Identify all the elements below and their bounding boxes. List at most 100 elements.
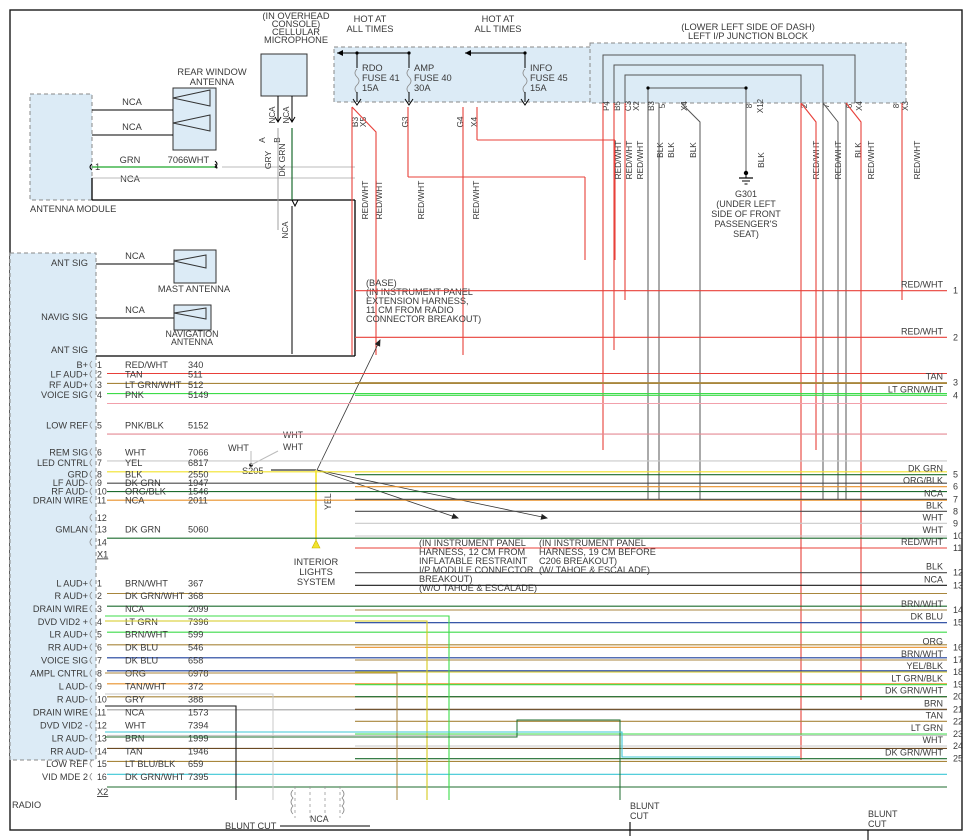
svg-text:12: 12 xyxy=(97,513,107,523)
svg-text:NCA: NCA xyxy=(268,106,277,124)
svg-text:BLK: BLK xyxy=(688,142,698,158)
svg-text:NCA: NCA xyxy=(120,174,140,184)
svg-text:8: 8 xyxy=(892,103,901,108)
svg-text:(UNDER LEFT: (UNDER LEFT xyxy=(716,199,776,209)
svg-text:NCA: NCA xyxy=(924,488,943,498)
svg-text:9: 9 xyxy=(97,682,102,692)
svg-text:GRY: GRY xyxy=(125,695,145,705)
svg-text:1573: 1573 xyxy=(188,707,208,717)
svg-text:NCA: NCA xyxy=(310,814,329,824)
svg-text:DRAIN WIRE: DRAIN WIRE xyxy=(33,495,88,505)
svg-text:R AUD+: R AUD+ xyxy=(55,591,88,601)
svg-text:VOICE SIG: VOICE SIG xyxy=(41,390,88,400)
svg-text:NCA: NCA xyxy=(125,604,145,614)
svg-text:7394: 7394 xyxy=(188,721,208,731)
svg-text:NCA: NCA xyxy=(125,495,145,505)
svg-text:YEL: YEL xyxy=(125,458,142,468)
svg-text:X2: X2 xyxy=(632,101,641,111)
svg-text:L AUD-: L AUD- xyxy=(59,682,88,692)
svg-text:6: 6 xyxy=(97,447,102,457)
svg-text:RADIO: RADIO xyxy=(12,800,41,810)
svg-text:LT BLU/BLK: LT BLU/BLK xyxy=(125,759,176,769)
svg-text:10: 10 xyxy=(953,531,963,541)
svg-text:WHT: WHT xyxy=(228,443,249,453)
svg-text:RED/WHT: RED/WHT xyxy=(635,141,645,180)
svg-text:BLUNT: BLUNT xyxy=(868,809,898,819)
svg-text:NCA: NCA xyxy=(125,707,145,717)
svg-text:11: 11 xyxy=(97,707,106,717)
svg-text:7066: 7066 xyxy=(188,447,208,457)
svg-text:SEAT): SEAT) xyxy=(733,229,759,239)
svg-text:LT GRN: LT GRN xyxy=(911,723,943,733)
svg-text:10: 10 xyxy=(97,695,107,705)
svg-text:VOICE SIG: VOICE SIG xyxy=(41,656,88,666)
svg-text:DK GRN/WHT: DK GRN/WHT xyxy=(125,772,185,782)
svg-text:ORG: ORG xyxy=(125,669,146,679)
svg-text:MAST ANTENNA: MAST ANTENNA xyxy=(158,284,231,294)
svg-text:RED/WHT: RED/WHT xyxy=(901,280,943,290)
svg-text:16: 16 xyxy=(953,642,963,652)
svg-text:L AUD+: L AUD+ xyxy=(56,578,88,588)
svg-text:4: 4 xyxy=(97,390,102,400)
svg-text:NAVIG SIG: NAVIG SIG xyxy=(41,312,88,322)
svg-text:GMLAN: GMLAN xyxy=(55,524,88,534)
svg-text:PNK/BLK: PNK/BLK xyxy=(125,421,165,431)
svg-text:599: 599 xyxy=(188,630,203,640)
svg-text:WHT: WHT xyxy=(125,721,146,731)
svg-text:7: 7 xyxy=(953,494,958,504)
svg-text:DK GRN/WHT: DK GRN/WHT xyxy=(885,748,943,758)
svg-text:LT GRN/BLK: LT GRN/BLK xyxy=(891,674,943,684)
svg-text:REM SIG: REM SIG xyxy=(49,447,88,457)
svg-text:NCA: NCA xyxy=(122,97,142,107)
svg-text:LOW REF: LOW REF xyxy=(46,759,88,769)
svg-text:658: 658 xyxy=(188,656,203,666)
svg-text:WHT: WHT xyxy=(188,155,209,165)
svg-text:19: 19 xyxy=(953,680,963,690)
svg-text:WHT: WHT xyxy=(125,447,146,457)
svg-text:DVD VID2 +: DVD VID2 + xyxy=(38,617,88,627)
svg-text:NCA: NCA xyxy=(125,305,145,315)
svg-text:DK BLU: DK BLU xyxy=(125,656,158,666)
svg-text:FUSE 40: FUSE 40 xyxy=(414,73,452,83)
svg-text:5: 5 xyxy=(97,630,102,640)
svg-text:12: 12 xyxy=(97,721,107,731)
svg-text:372: 372 xyxy=(188,682,203,692)
svg-text:14: 14 xyxy=(953,605,963,615)
svg-text:WHT: WHT xyxy=(283,430,304,440)
svg-text:HOT AT: HOT AT xyxy=(354,14,387,24)
svg-text:TAN/WHT: TAN/WHT xyxy=(125,682,167,692)
svg-text:YEL: YEL xyxy=(323,493,333,510)
svg-text:15A: 15A xyxy=(530,83,547,93)
svg-text:LOW REF: LOW REF xyxy=(46,421,88,431)
svg-text:DVD VID2 -: DVD VID2 - xyxy=(40,721,88,731)
svg-text:511: 511 xyxy=(188,370,203,380)
svg-text:CUT: CUT xyxy=(868,819,887,829)
svg-text:LR AUD+: LR AUD+ xyxy=(49,630,88,640)
svg-text:DRAIN WIRE: DRAIN WIRE xyxy=(33,604,88,614)
svg-text:B: B xyxy=(272,137,282,143)
svg-text:RED/WHT: RED/WHT xyxy=(360,181,370,220)
svg-text:5: 5 xyxy=(953,470,958,480)
svg-text:DK BLU: DK BLU xyxy=(125,643,158,653)
svg-text:18: 18 xyxy=(953,667,963,677)
svg-text:LIGHTS: LIGHTS xyxy=(299,567,333,577)
svg-text:20: 20 xyxy=(953,692,963,702)
svg-text:9: 9 xyxy=(953,518,958,528)
svg-text:RR AUD+: RR AUD+ xyxy=(48,643,88,653)
svg-text:MICROPHONE: MICROPHONE xyxy=(264,35,328,45)
svg-text:RF AUD+: RF AUD+ xyxy=(49,380,88,390)
svg-text:NCA: NCA xyxy=(924,574,943,584)
svg-text:DK GRN/WHT: DK GRN/WHT xyxy=(885,686,943,696)
svg-text:24: 24 xyxy=(953,741,963,751)
svg-text:X2: X2 xyxy=(97,787,108,797)
svg-text:LT GRN: LT GRN xyxy=(125,617,158,627)
svg-text:INFO: INFO xyxy=(530,63,552,73)
svg-text:NCA: NCA xyxy=(281,221,290,239)
svg-text:CONNECTOR BREAKOUT): CONNECTOR BREAKOUT) xyxy=(366,314,481,324)
svg-text:6817: 6817 xyxy=(188,458,208,468)
svg-text:512: 512 xyxy=(188,380,203,390)
svg-text:RED/WHT: RED/WHT xyxy=(901,326,943,336)
svg-text:LT GRN/WHT: LT GRN/WHT xyxy=(888,384,944,394)
svg-text:367: 367 xyxy=(188,578,203,588)
svg-text:8: 8 xyxy=(953,506,958,516)
